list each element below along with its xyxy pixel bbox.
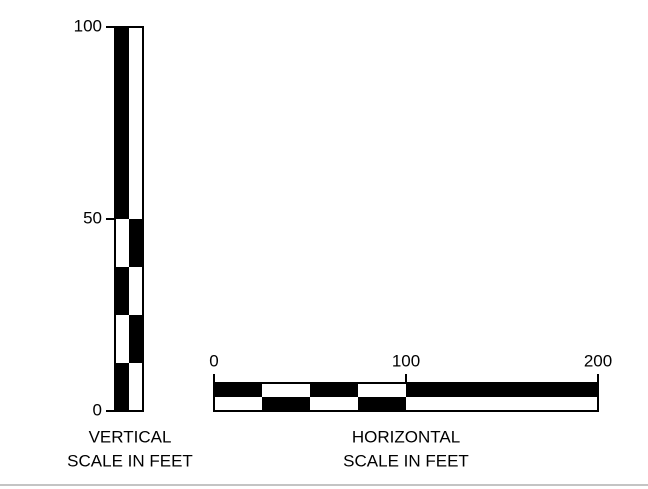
vertical-label: SCALE IN FEET — [67, 451, 193, 470]
tick-label: 0 — [93, 400, 102, 419]
horizontal-scale-bar — [213, 382, 599, 412]
vertical-scale-bar — [114, 26, 144, 412]
tick-label: 50 — [83, 208, 102, 227]
horizontal-label: SCALE IN FEET — [343, 451, 469, 470]
tick-label: 100 — [392, 351, 420, 370]
tick-label: 0 — [209, 351, 218, 370]
horizontal-label: HORIZONTAL — [352, 427, 460, 446]
vertical-label: VERTICAL — [89, 427, 172, 446]
tick-label: 100 — [74, 16, 102, 35]
tick-label: 200 — [584, 351, 612, 370]
